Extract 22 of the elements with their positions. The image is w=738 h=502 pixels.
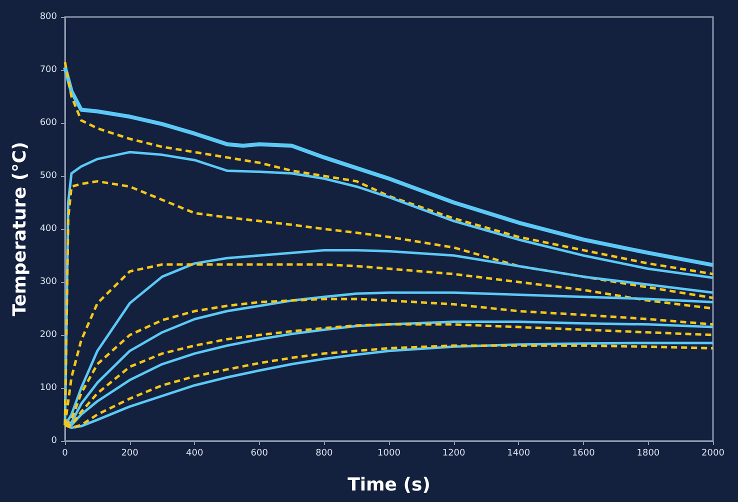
y-axis-title: Temperature (°C) (9, 142, 30, 316)
x-axis-title: Time (s) (348, 474, 430, 496)
x-tick-label: 1400 (507, 448, 530, 458)
x-tick-label: 2000 (702, 448, 725, 458)
y-tick-label: 100 (40, 383, 58, 393)
y-tick-label: 600 (40, 118, 58, 128)
x-tick-label: 0 (62, 448, 68, 458)
x-tick-label: 800 (316, 448, 334, 458)
y-tick-label: 0 (51, 436, 58, 446)
x-tick-label: 400 (186, 448, 204, 458)
x-tick-label: 1000 (378, 448, 401, 458)
y-tick-label: 800 (40, 12, 58, 22)
y-tick-label: 300 (40, 277, 58, 287)
x-tick-label: 1600 (572, 448, 596, 458)
y-tick-label: 700 (40, 65, 58, 75)
y-tick-label: 200 (40, 330, 58, 340)
x-tick-label: 600 (250, 448, 268, 458)
y-tick-label: 500 (40, 171, 58, 181)
x-tick-label: 1800 (636, 448, 660, 458)
y-tick-label: 400 (40, 224, 58, 234)
x-tick-label: 200 (121, 448, 139, 458)
x-tick-label: 1200 (442, 448, 466, 458)
